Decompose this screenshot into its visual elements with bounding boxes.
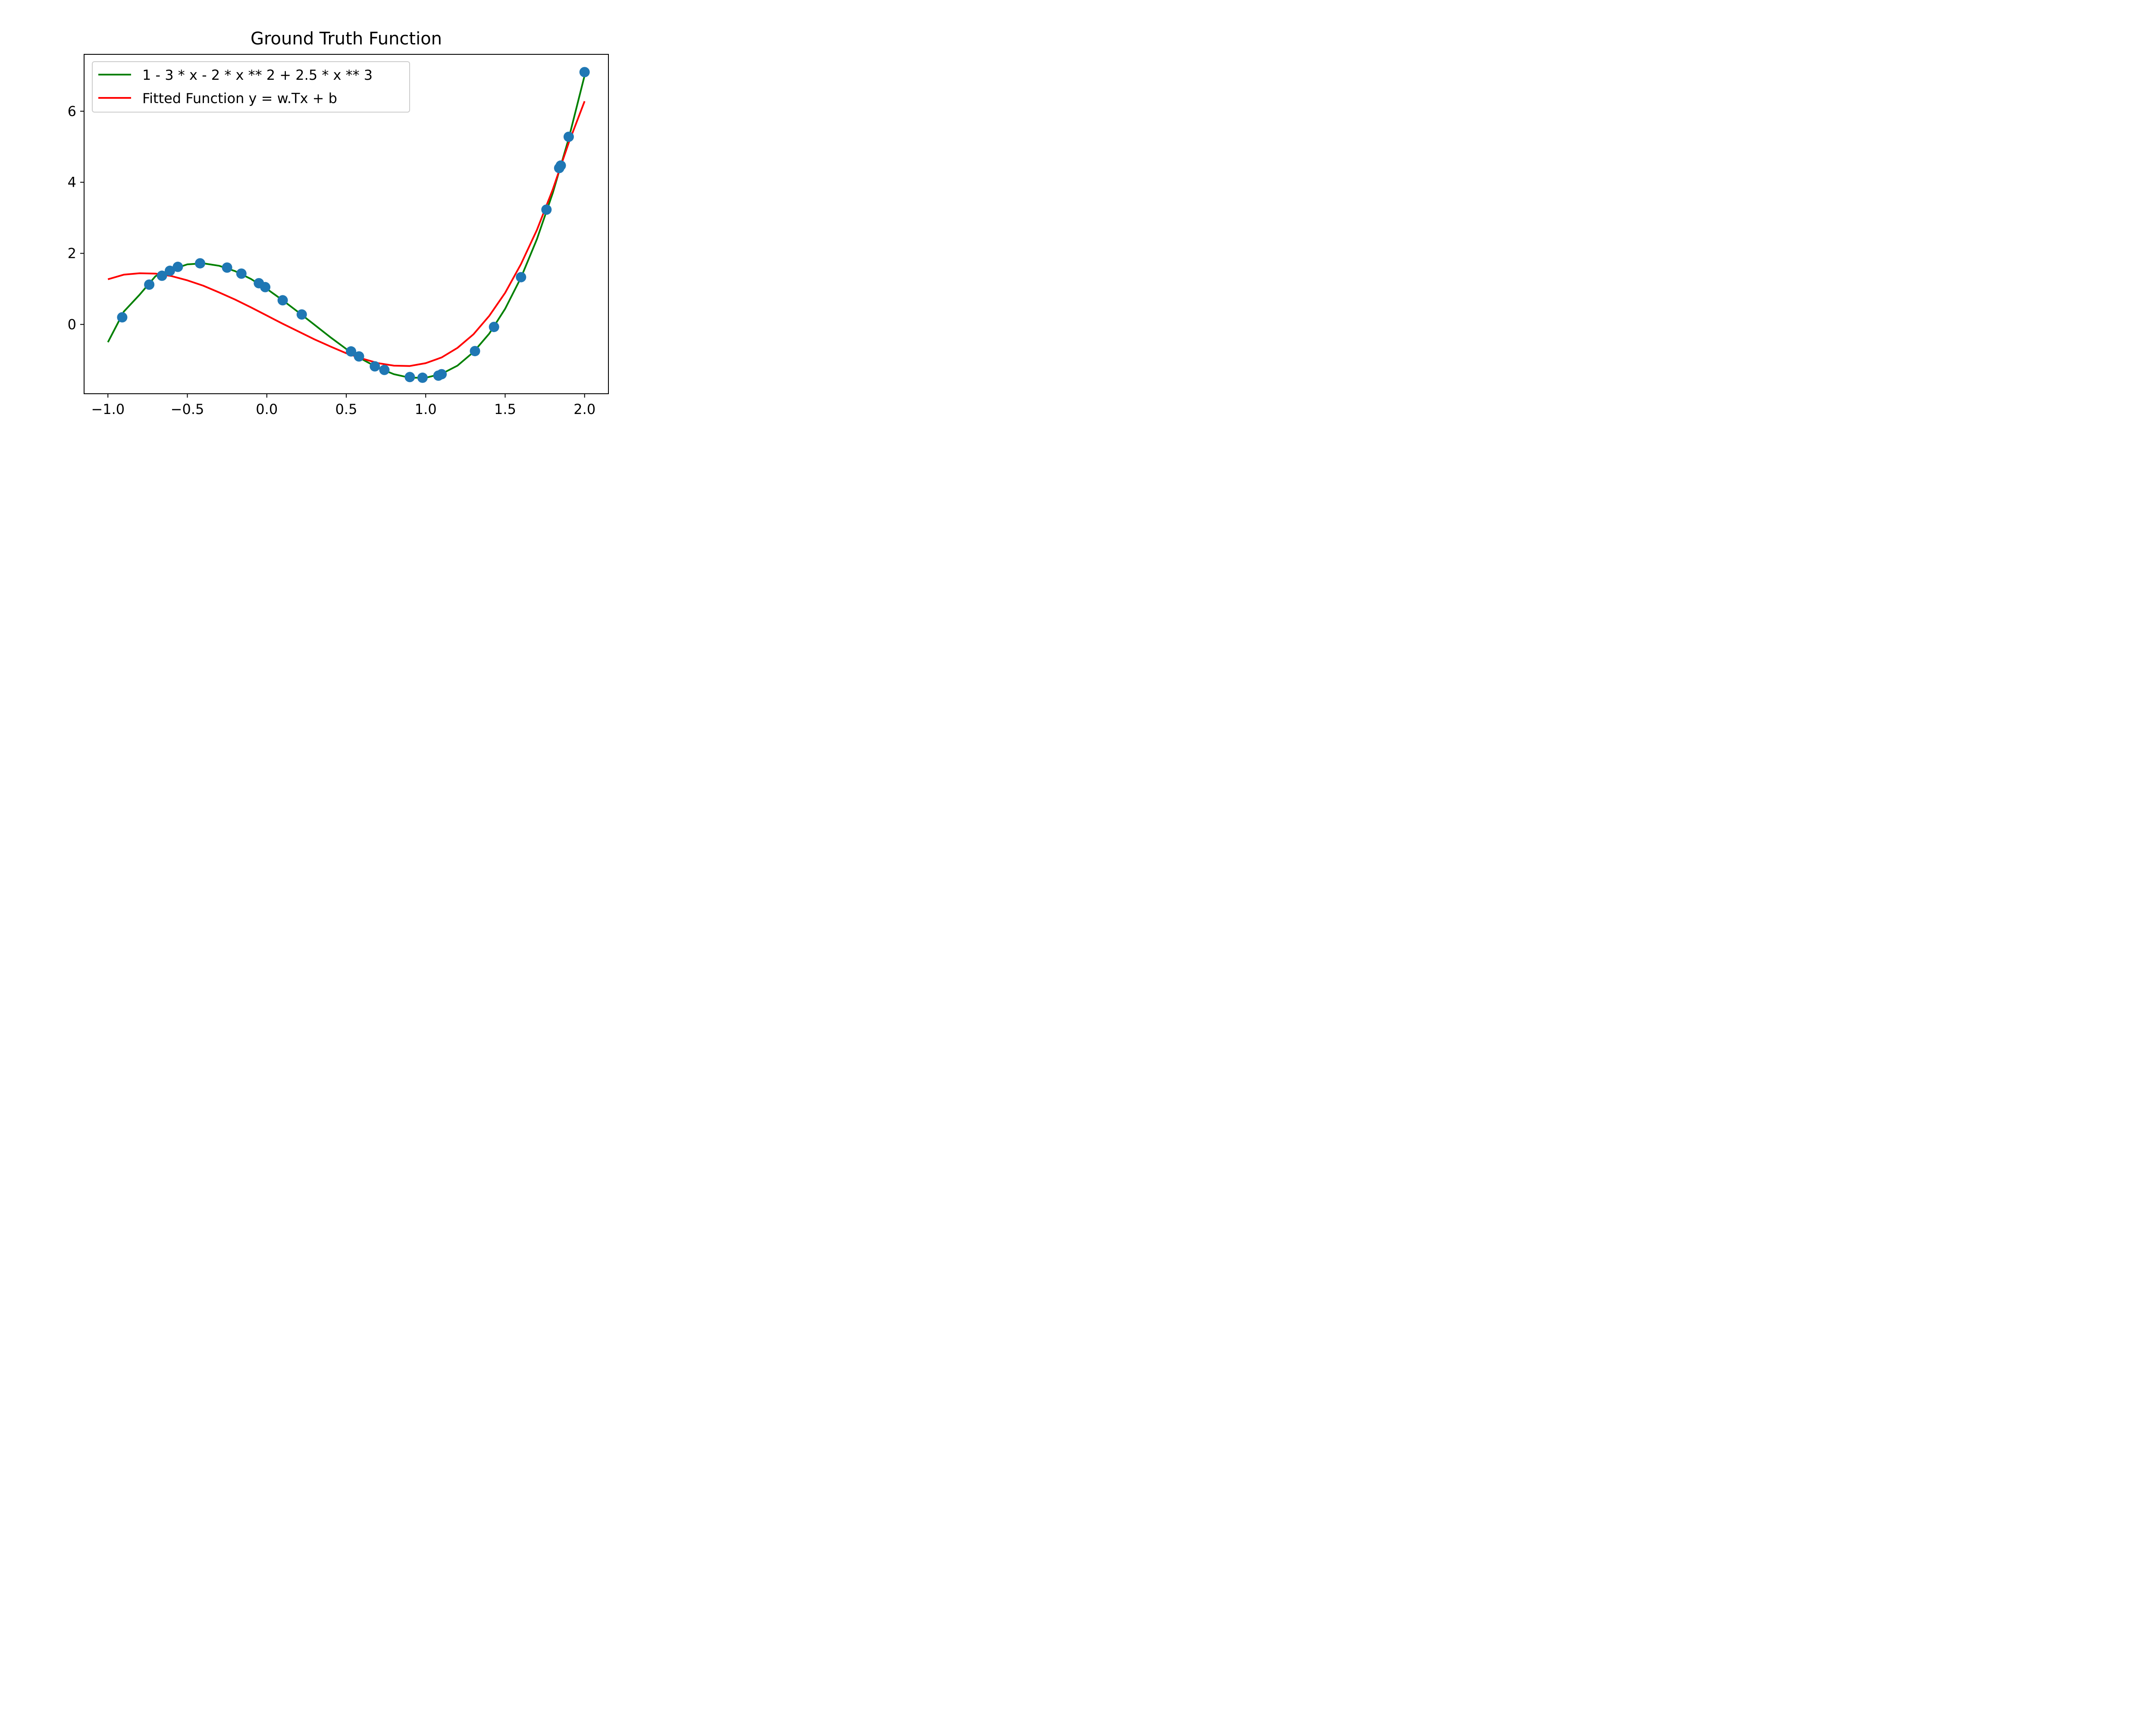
scatter-point xyxy=(436,369,447,380)
x-tick-label: 0.0 xyxy=(256,401,278,417)
scatter-point xyxy=(354,351,364,362)
x-tick-label: 0.5 xyxy=(335,401,357,417)
scatter-point xyxy=(563,132,574,142)
chart-title: Ground Truth Function xyxy=(251,29,442,49)
scatter-point xyxy=(117,312,128,323)
scatter-point xyxy=(417,372,428,383)
legend-box xyxy=(92,61,410,113)
y-tick-label: 4 xyxy=(68,174,76,191)
scatter-point xyxy=(157,270,167,281)
scatter-point xyxy=(165,265,175,276)
x-tick-label: 1.0 xyxy=(415,401,437,417)
scatter-point xyxy=(516,272,526,282)
legend-label-ground-truth: 1 - 3 * x - 2 * x ** 2 + 2.5 * x ** 3 xyxy=(142,67,373,83)
scatter-point xyxy=(296,309,307,320)
scatter-point xyxy=(541,204,552,215)
scatter-point xyxy=(260,282,271,292)
series-line-0 xyxy=(107,75,586,379)
scatter-point xyxy=(404,372,415,383)
scatter-point xyxy=(172,261,183,272)
plot-area xyxy=(107,67,590,383)
scatter-point xyxy=(470,346,480,357)
legend: 1 - 3 * x - 2 * x ** 2 + 2.5 * x ** 3 Fi… xyxy=(92,61,410,113)
scatter-point xyxy=(144,279,155,290)
legend-label-fitted: Fitted Function y = w.Tx + b xyxy=(142,90,337,107)
chart-figure: Ground Truth Function −1.0 −0.5 0.0 0.5 1.0 1… xyxy=(0,0,667,444)
scatter-point xyxy=(195,258,205,269)
scatter-point xyxy=(370,361,380,372)
x-tick-label: −1.0 xyxy=(91,401,125,417)
x-tick-label: 2.0 xyxy=(573,401,595,417)
scatter-point xyxy=(236,268,247,279)
scatter-point xyxy=(579,67,590,78)
y-tick-label: 2 xyxy=(68,245,76,261)
y-tick-label: 6 xyxy=(68,103,76,119)
scatter-point xyxy=(489,322,499,332)
x-tick-label: −0.5 xyxy=(171,401,204,417)
y-tick-label: 0 xyxy=(68,316,76,332)
scatter-point xyxy=(346,346,357,357)
scatter-point xyxy=(222,262,232,273)
scatter-point xyxy=(277,295,288,306)
axis-ticks: −1.0 −0.5 0.0 0.5 1.0 1.5 2.0 0 2 4 6 xyxy=(68,103,596,417)
axes-frame xyxy=(84,54,609,394)
x-tick-label: 1.5 xyxy=(494,401,516,417)
scatter-point xyxy=(555,160,566,171)
scatter-point xyxy=(379,364,390,375)
